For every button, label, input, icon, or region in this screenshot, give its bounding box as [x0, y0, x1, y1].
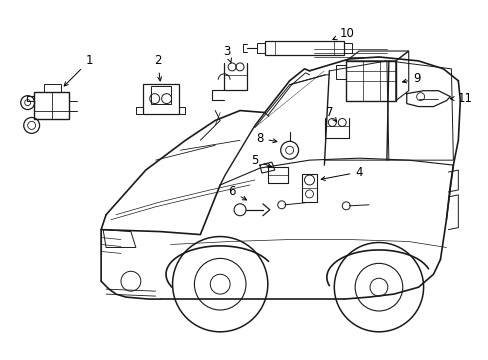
Bar — [336, 65, 346, 79]
Text: 7: 7 — [325, 106, 336, 122]
Text: 11: 11 — [449, 92, 472, 105]
Text: 6: 6 — [228, 185, 246, 200]
Text: 8: 8 — [256, 132, 276, 145]
Text: 3: 3 — [223, 45, 231, 63]
Bar — [301, 174, 317, 202]
Text: 9: 9 — [402, 72, 420, 85]
Bar — [256, 43, 264, 53]
Bar — [43, 84, 61, 92]
Text: 4: 4 — [321, 166, 362, 180]
Bar — [344, 43, 351, 53]
Text: 5: 5 — [251, 154, 271, 167]
Text: 2: 2 — [154, 54, 162, 81]
Bar — [142, 84, 178, 113]
Text: 10: 10 — [332, 27, 354, 40]
Bar — [264, 41, 344, 55]
Text: 1: 1 — [64, 54, 93, 86]
Bar — [346, 61, 395, 100]
Bar — [150, 86, 170, 104]
Bar — [34, 92, 69, 120]
